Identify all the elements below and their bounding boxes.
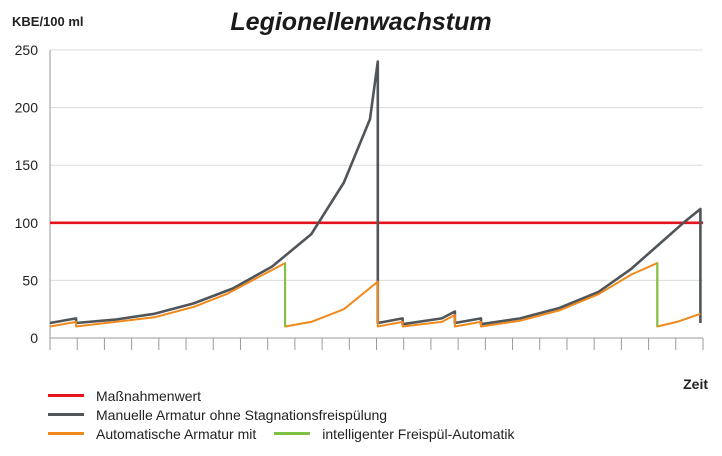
chart-title: Legionellenwachstum [230, 8, 492, 36]
y-tick-label: 0 [30, 330, 38, 346]
legend-swatch-red [48, 394, 84, 397]
legend-label: Automatische Armatur mit [96, 425, 257, 442]
legend-label: Manuelle Armatur ohne Stagnationsfreispü… [96, 406, 388, 423]
x-axis-label: Zeit [683, 376, 708, 392]
y-axis-label: KBE/100 ml [12, 14, 84, 29]
y-tick-label: 100 [15, 215, 39, 231]
series-line-2 [49, 262, 701, 328]
y-tick-label: 200 [15, 100, 39, 116]
legend-swatch-orange [48, 432, 84, 435]
legend-item-automatische-armatur: Automatische Armatur mit intelligenter F… [48, 424, 514, 443]
legend-item-manuelle-armatur: Manuelle Armatur ohne Stagnationsfreispü… [48, 405, 514, 424]
legend-item-massnahmenwert: Maßnahmenwert [48, 386, 514, 405]
legend: Maßnahmenwert Manuelle Armatur ohne Stag… [48, 386, 514, 443]
y-tick-label: 150 [15, 157, 39, 173]
legend-label: Maßnahmenwert [96, 387, 202, 404]
y-tick-label: 250 [15, 42, 39, 58]
legend-swatch-gray [48, 413, 84, 416]
legend-swatch-green [274, 432, 311, 435]
y-tick-label: 50 [22, 272, 38, 288]
legend-label-2: intelligenter Freispül-Automatik [322, 425, 515, 442]
